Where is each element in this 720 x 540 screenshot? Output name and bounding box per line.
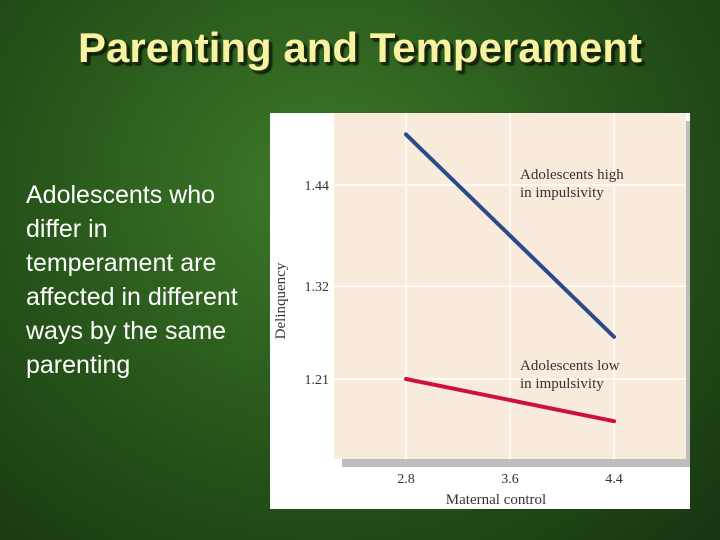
y-tick-label: 1.21: [305, 373, 330, 388]
y-axis-label: Delinquency: [273, 262, 289, 339]
y-tick-label: 1.44: [305, 179, 330, 194]
chart-figure: 2.8 3.6 4.4 1.44 1.32 1.21 Adolescents high in …: [270, 113, 690, 509]
series-label-2: Adolescents low: [520, 358, 620, 374]
x-axis-label: Maternal control: [446, 492, 546, 508]
series-label-1: in impulsivity: [520, 185, 604, 201]
series-line-2: [404, 377, 616, 424]
x-tick-label: 2.8: [397, 472, 415, 487]
series-line-1: [404, 132, 616, 339]
series-label-1: Adolescents high: [520, 167, 624, 183]
line-chart: 2.8 3.6 4.4 1.44 1.32 1.21 Adolescents high in …: [273, 113, 690, 508]
slide-title: Parenting and Temperament: [77, 24, 642, 71]
x-tick-label: 4.4: [605, 472, 623, 487]
slide-body-text: Adolescents who differ in temperament ar…: [26, 181, 238, 379]
x-tick-label: 3.6: [501, 472, 519, 487]
series-label-2: in impulsivity: [520, 376, 604, 392]
y-tick-label: 1.32: [305, 280, 330, 295]
